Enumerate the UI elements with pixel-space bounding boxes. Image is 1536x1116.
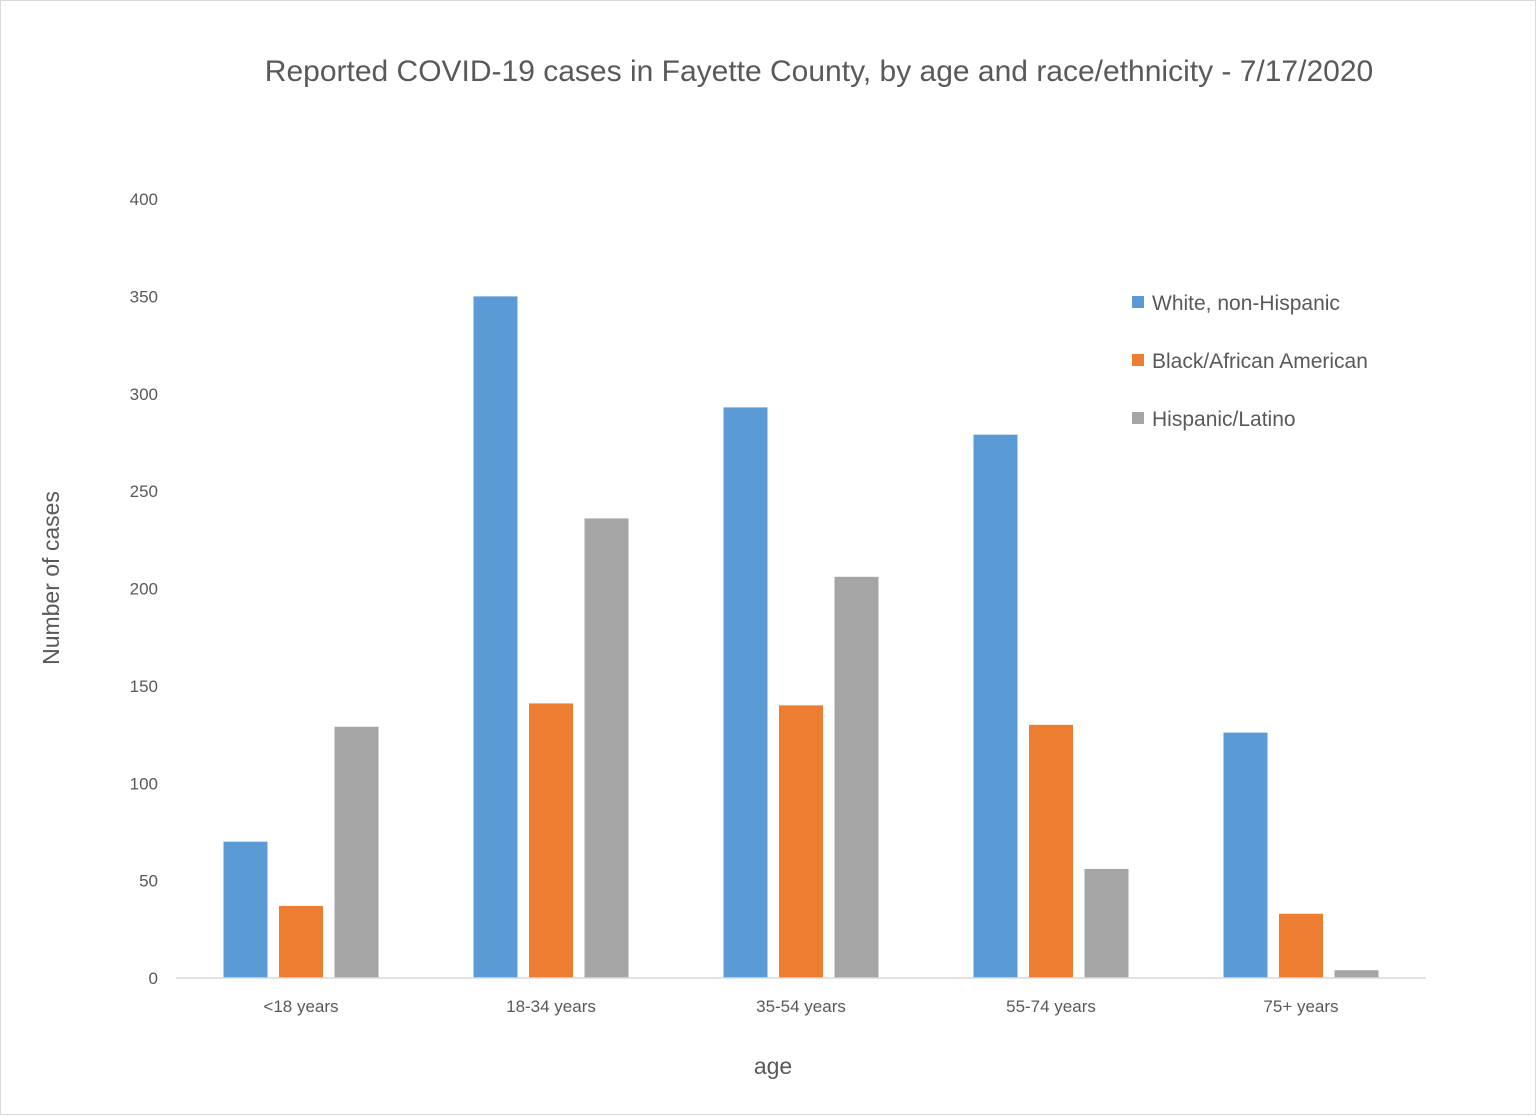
x-axis-title: age: [754, 1053, 792, 1079]
bar: [334, 726, 379, 978]
y-axis-title: Number of cases: [38, 491, 64, 665]
legend-label: White, non-Hispanic: [1152, 292, 1340, 315]
legend-swatch: [1132, 296, 1144, 308]
x-axis-ticks: <18 years 18-34 years 35-54 years 55-74 yea…: [263, 997, 1338, 1016]
bar: [723, 407, 768, 978]
bar: [1223, 732, 1268, 978]
x-tick-label: 55-74 years: [1006, 997, 1096, 1016]
bar: [779, 705, 823, 978]
bar: [584, 518, 629, 978]
chart-title: Reported COVID-19 cases in Fayette Count…: [265, 55, 1373, 88]
x-tick-label: 18-34 years: [506, 997, 596, 1016]
bar: [973, 434, 1018, 979]
bar: [1279, 913, 1323, 978]
y-tick-label: 400: [130, 190, 158, 209]
x-tick-label: 75+ years: [1263, 997, 1338, 1016]
legend-swatch: [1132, 354, 1144, 366]
legend-label: Hispanic/Latino: [1152, 408, 1296, 431]
legend-swatch: [1132, 412, 1144, 424]
bar: [529, 703, 573, 978]
y-tick-label: 0: [149, 969, 158, 988]
bar: [1334, 970, 1379, 978]
bar: [1029, 724, 1073, 978]
y-tick-label: 200: [130, 580, 158, 599]
y-tick-label: 300: [130, 385, 158, 404]
legend-label: Black/African American: [1152, 350, 1368, 373]
bar: [223, 841, 268, 978]
x-tick-label: <18 years: [263, 997, 338, 1016]
bar: [473, 296, 518, 978]
y-tick-label: 350: [130, 287, 158, 306]
bar: [279, 905, 323, 978]
x-tick-label: 35-54 years: [756, 997, 846, 1016]
y-tick-label: 50: [139, 872, 158, 891]
y-axis-ticks: 0 50 100 150 200 250 300 350 400: [130, 190, 158, 988]
bars: [223, 296, 1379, 979]
bar: [834, 576, 879, 978]
y-tick-label: 100: [130, 774, 158, 793]
y-tick-label: 150: [130, 677, 158, 696]
y-tick-label: 250: [130, 482, 158, 501]
legend: White, non-Hispanic Black/African America…: [1132, 292, 1368, 431]
bar: [1084, 868, 1129, 978]
